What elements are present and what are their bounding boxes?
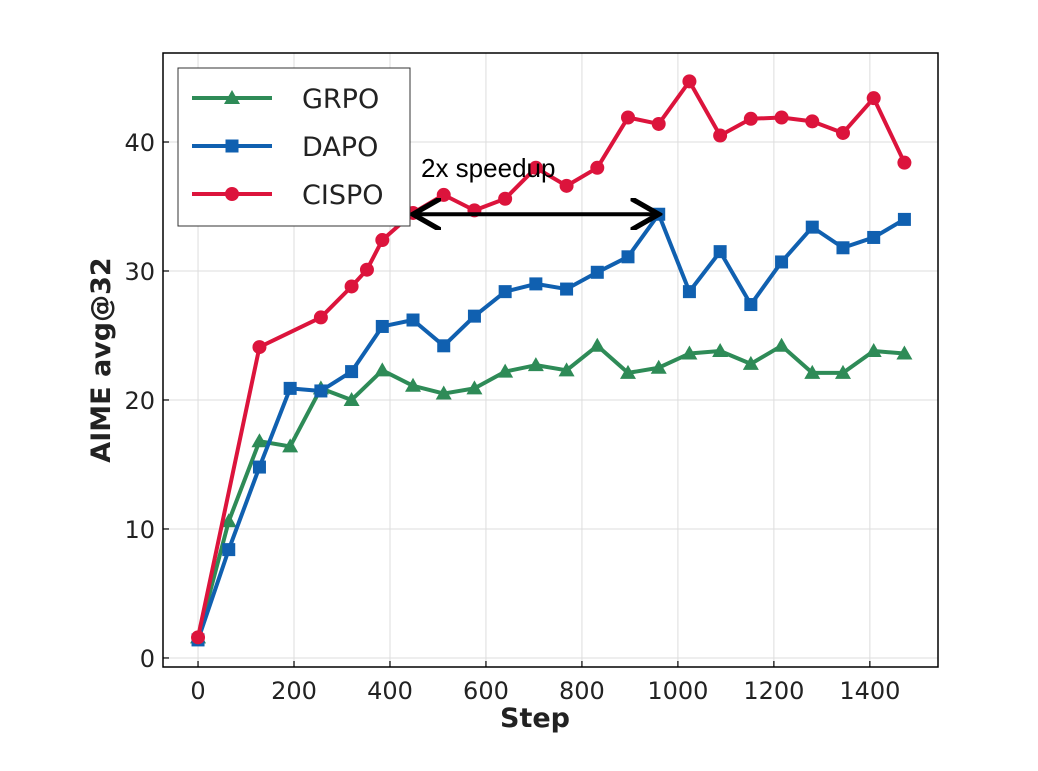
series-grpo xyxy=(190,337,913,644)
data-point-grpo xyxy=(405,377,422,392)
data-point-dapo xyxy=(314,384,328,398)
data-point-grpo xyxy=(896,345,913,360)
data-point-cispo xyxy=(590,160,605,175)
data-point-cispo xyxy=(344,279,359,294)
data-point-cispo xyxy=(313,310,328,325)
data-point-dapo xyxy=(805,220,819,234)
x-tick-label: 1200 xyxy=(743,677,804,705)
data-point-dapo xyxy=(375,319,389,333)
y-tick-label: 0 xyxy=(140,645,155,673)
legend-label: DAPO xyxy=(302,132,378,163)
data-point-dapo xyxy=(682,285,696,299)
x-tick-label: 800 xyxy=(559,677,605,705)
data-point-grpo xyxy=(282,438,299,453)
y-axis-label: AIME avg@32 xyxy=(86,257,117,462)
data-point-dapo xyxy=(283,381,297,395)
data-point-grpo xyxy=(650,359,667,374)
data-point-cispo xyxy=(359,262,374,277)
data-point-grpo xyxy=(558,362,575,377)
x-axis-label: Step xyxy=(500,703,570,734)
data-point-grpo xyxy=(804,364,821,379)
data-point-cispo xyxy=(559,178,574,193)
data-point-dapo xyxy=(222,543,236,557)
data-point-grpo xyxy=(742,355,759,370)
legend-item-grpo: GRPO xyxy=(192,84,379,115)
y-tick-label: 30 xyxy=(124,258,155,286)
data-point-cispo xyxy=(621,110,635,125)
legend-marker xyxy=(224,90,240,104)
data-point-grpo xyxy=(527,357,544,372)
legend-item-cispo: CISPO xyxy=(192,180,384,211)
data-point-cispo xyxy=(252,340,267,355)
data-point-grpo xyxy=(497,363,514,378)
y-tick-label: 40 xyxy=(124,129,155,157)
data-point-grpo xyxy=(865,342,882,357)
data-point-dapo xyxy=(713,245,727,259)
x-tick-label: 200 xyxy=(271,677,317,705)
series-line-dapo xyxy=(196,212,906,641)
data-point-dapo xyxy=(252,460,266,474)
data-point-grpo xyxy=(251,433,268,448)
data-point-cispo xyxy=(651,116,666,131)
data-point-dapo xyxy=(437,339,451,353)
data-point-cispo xyxy=(528,160,543,175)
x-tick-label: 400 xyxy=(367,677,413,705)
data-point-grpo xyxy=(466,380,483,395)
data-point-grpo xyxy=(220,513,237,528)
data-point-grpo xyxy=(343,391,360,406)
x-tick-label: 0 xyxy=(190,677,205,705)
data-point-grpo xyxy=(712,342,729,357)
data-point-cispo xyxy=(743,111,758,126)
annotation-text: 2x speedup xyxy=(421,153,555,183)
legend-marker xyxy=(225,139,239,153)
data-point-grpo xyxy=(589,337,606,352)
data-point-cispo xyxy=(375,233,390,248)
data-point-cispo xyxy=(805,114,820,129)
data-point-grpo xyxy=(681,345,698,360)
data-point-cispo xyxy=(835,125,850,140)
data-point-cispo xyxy=(498,191,513,206)
data-point-cispo xyxy=(682,74,697,89)
data-point-grpo xyxy=(435,385,452,400)
data-point-cispo xyxy=(191,630,206,645)
legend-marker xyxy=(225,187,239,201)
data-point-grpo xyxy=(773,337,790,352)
data-point-dapo xyxy=(560,282,574,296)
data-point-grpo xyxy=(374,362,391,377)
series-cispo xyxy=(191,74,912,645)
data-point-dapo xyxy=(621,250,635,264)
data-point-dapo xyxy=(498,285,512,299)
data-point-grpo xyxy=(834,364,851,379)
legend-label: CISPO xyxy=(302,180,384,211)
data-point-dapo xyxy=(529,277,543,291)
y-tick-label: 20 xyxy=(124,387,155,415)
data-point-dapo xyxy=(744,298,758,312)
data-point-cispo xyxy=(436,187,451,202)
legend: GRPO DAPO CISPO xyxy=(177,67,411,227)
data-point-grpo xyxy=(620,364,636,379)
data-point-cispo xyxy=(897,155,912,170)
data-point-cispo xyxy=(774,110,789,125)
y-tick-label: 10 xyxy=(124,516,155,544)
data-point-dapo xyxy=(836,241,850,255)
data-point-cispo xyxy=(866,91,881,106)
data-point-dapo xyxy=(406,313,420,327)
x-tick-label: 1000 xyxy=(647,677,708,705)
data-point-dapo xyxy=(590,265,604,279)
legend-item-dapo: DAPO xyxy=(192,132,378,163)
x-tick-label: 1400 xyxy=(839,677,900,705)
data-point-dapo xyxy=(467,309,481,323)
data-point-dapo xyxy=(897,212,911,226)
data-point-dapo xyxy=(867,230,881,244)
plot-frame xyxy=(162,52,939,668)
data-point-cispo xyxy=(713,128,728,143)
data-point-dapo xyxy=(775,255,789,269)
x-tick-label: 600 xyxy=(463,677,509,705)
data-point-dapo xyxy=(345,365,359,379)
legend-label: GRPO xyxy=(302,84,379,115)
